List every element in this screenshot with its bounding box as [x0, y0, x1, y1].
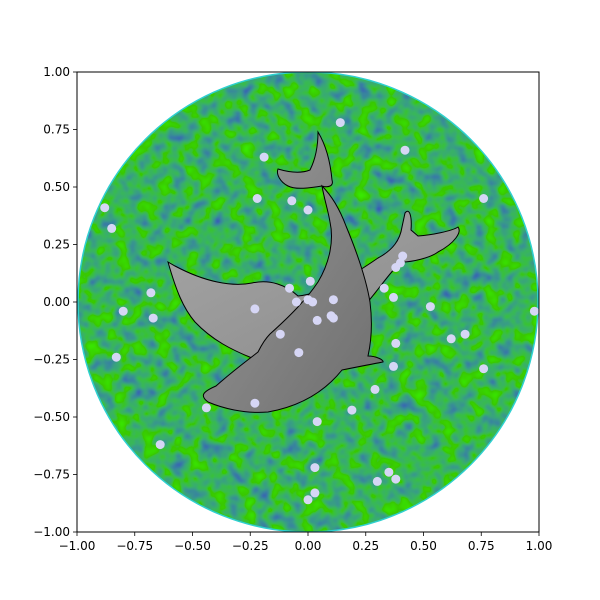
scatter-point	[100, 203, 110, 213]
y-tick-label: −1.00	[33, 525, 70, 539]
scatter-point	[372, 476, 382, 486]
x-tick-label: −0.75	[116, 539, 153, 553]
scatter-point	[389, 361, 398, 371]
scatter-point	[479, 364, 489, 374]
y-tick-label: 1.00	[43, 65, 70, 79]
scatter-point	[312, 417, 322, 427]
disc-edge	[77, 72, 539, 532]
x-tick-label: 0.00	[295, 539, 322, 553]
scatter-point	[391, 263, 401, 272]
scatter-point	[310, 488, 320, 498]
y-tick-label: 0.75	[43, 123, 70, 137]
x-tick-label: 0.75	[468, 539, 495, 553]
scatter-point	[146, 288, 156, 298]
scatter-point	[148, 313, 158, 323]
scatter-point	[259, 152, 269, 162]
scatter-point	[201, 403, 211, 413]
scatter-point	[328, 313, 338, 323]
scatter-point	[384, 467, 394, 477]
scatter-point	[305, 276, 315, 286]
y-tick-label: −0.75	[33, 468, 70, 482]
scatter-point	[285, 283, 294, 293]
scatter-point	[389, 292, 398, 302]
x-axis: −1.00 −0.75 −0.50 −0.25 0.00 0.25 0.50 0.75 1.00	[59, 532, 553, 553]
scatter-point	[252, 194, 262, 203]
scatter-point	[328, 295, 338, 305]
scatter-point	[250, 398, 260, 408]
scatter-point	[250, 304, 260, 314]
scatter-point	[294, 348, 304, 358]
y-tick-label: 0.25	[43, 238, 70, 252]
scatter-point	[335, 118, 345, 128]
y-tick-label: 0.50	[43, 180, 70, 194]
y-axis: −1.00 −0.75 −0.50 −0.25 0.00 0.25 0.50 0.75 1.00	[33, 65, 77, 539]
scatter-point	[479, 194, 489, 203]
scatter-point	[107, 223, 117, 233]
x-tick-label: −0.50	[174, 539, 211, 553]
scatter-point	[312, 315, 322, 325]
x-tick-label: −1.00	[59, 539, 96, 553]
scatter-point	[291, 297, 301, 307]
scatter-point	[310, 463, 320, 473]
scatter-point	[308, 297, 318, 307]
scatter-point	[111, 352, 121, 362]
y-tick-label: −0.50	[33, 410, 70, 424]
scatter-point	[155, 440, 165, 450]
x-tick-label: 0.50	[410, 539, 437, 553]
scatter-point	[379, 283, 389, 293]
y-tick-label: −0.25	[33, 353, 70, 367]
scatter-point	[287, 196, 297, 206]
scatter-point	[460, 329, 470, 339]
scatter-point	[303, 495, 313, 505]
scatter-point	[529, 306, 539, 316]
scatter-point	[391, 474, 401, 484]
scatter-point	[446, 334, 456, 344]
x-tick-label: 1.00	[526, 539, 553, 553]
scatter-point	[370, 384, 380, 394]
scatter-point	[347, 405, 357, 415]
dolphin-large	[202, 130, 384, 413]
scatter-point	[303, 205, 313, 215]
scatter-point	[275, 329, 285, 339]
y-tick-label: 0.00	[43, 295, 70, 309]
scatter-point	[400, 145, 410, 155]
scatter-points	[100, 118, 539, 505]
x-tick-label: 0.25	[352, 539, 379, 553]
x-tick-label: −0.25	[232, 539, 269, 553]
scatter-point	[398, 251, 408, 261]
scatter-point	[118, 306, 128, 316]
scatter-point	[391, 338, 401, 348]
scatter-point	[425, 302, 435, 312]
